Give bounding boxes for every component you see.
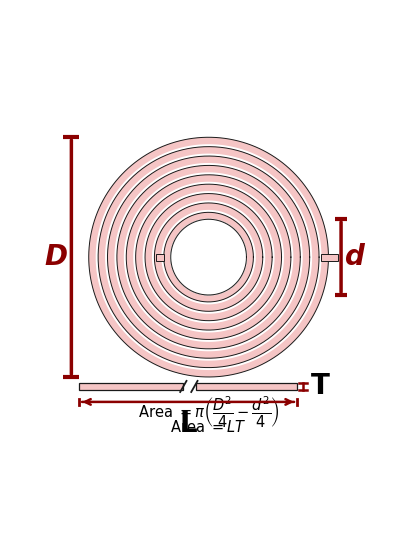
Polygon shape (107, 156, 310, 358)
Polygon shape (89, 137, 328, 377)
Bar (156, 254, 164, 261)
Bar (322, 254, 338, 261)
Polygon shape (126, 175, 291, 340)
Text: Area $= LT$: Area $= LT$ (170, 419, 247, 435)
Text: T: T (311, 373, 330, 400)
Bar (79, 383, 183, 390)
Polygon shape (145, 193, 272, 321)
Text: d: d (345, 243, 365, 271)
Text: L: L (179, 410, 197, 438)
Polygon shape (89, 137, 328, 377)
Polygon shape (154, 203, 263, 311)
Text: Area $= \pi\left(\dfrac{D^2}{4} - \dfrac{d^2}{4}\right)$: Area $= \pi\left(\dfrac{D^2}{4} - \dfrac… (138, 394, 280, 430)
Polygon shape (98, 147, 319, 368)
Polygon shape (171, 219, 247, 295)
Polygon shape (136, 184, 282, 330)
Text: D: D (44, 243, 67, 271)
Polygon shape (117, 165, 300, 349)
Polygon shape (164, 212, 254, 302)
Bar (196, 383, 297, 390)
